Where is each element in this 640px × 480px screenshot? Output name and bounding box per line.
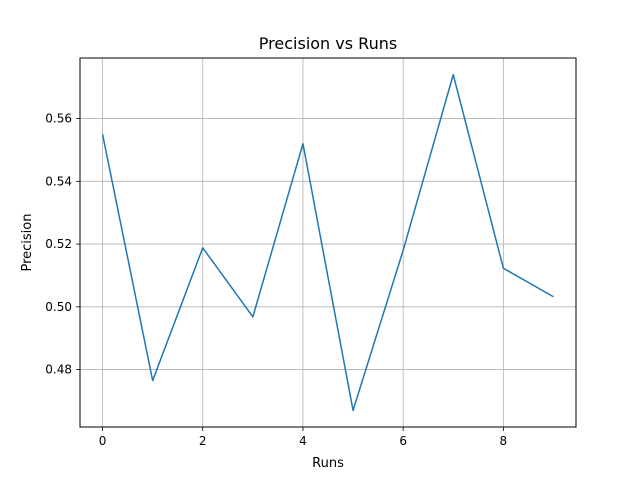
y-tick-label: 0.52 bbox=[45, 237, 72, 251]
x-axis: 0 2 4 6 8 bbox=[99, 427, 507, 448]
y-axis-label: Precision bbox=[20, 213, 35, 271]
chart-title: Precision vs Runs bbox=[259, 34, 397, 53]
y-axis: 0.48 0.50 0.52 0.54 0.56 bbox=[45, 112, 80, 377]
y-tick-label: 0.48 bbox=[45, 363, 72, 377]
plot-frame bbox=[79, 57, 577, 428]
y-tick-label: 0.54 bbox=[45, 174, 72, 188]
series-layer bbox=[101, 73, 554, 412]
x-tick-label: 0 bbox=[99, 434, 107, 448]
grid bbox=[80, 58, 576, 427]
x-tick-label: 4 bbox=[299, 434, 307, 448]
y-tick-label: 0.56 bbox=[45, 112, 72, 126]
x-axis-label: Runs bbox=[312, 456, 344, 471]
x-tick-label: 2 bbox=[199, 434, 207, 448]
x-tick-label: 6 bbox=[399, 434, 407, 448]
series-line bbox=[101, 73, 554, 412]
x-tick-label: 8 bbox=[500, 434, 508, 448]
y-tick-label: 0.50 bbox=[45, 300, 72, 314]
